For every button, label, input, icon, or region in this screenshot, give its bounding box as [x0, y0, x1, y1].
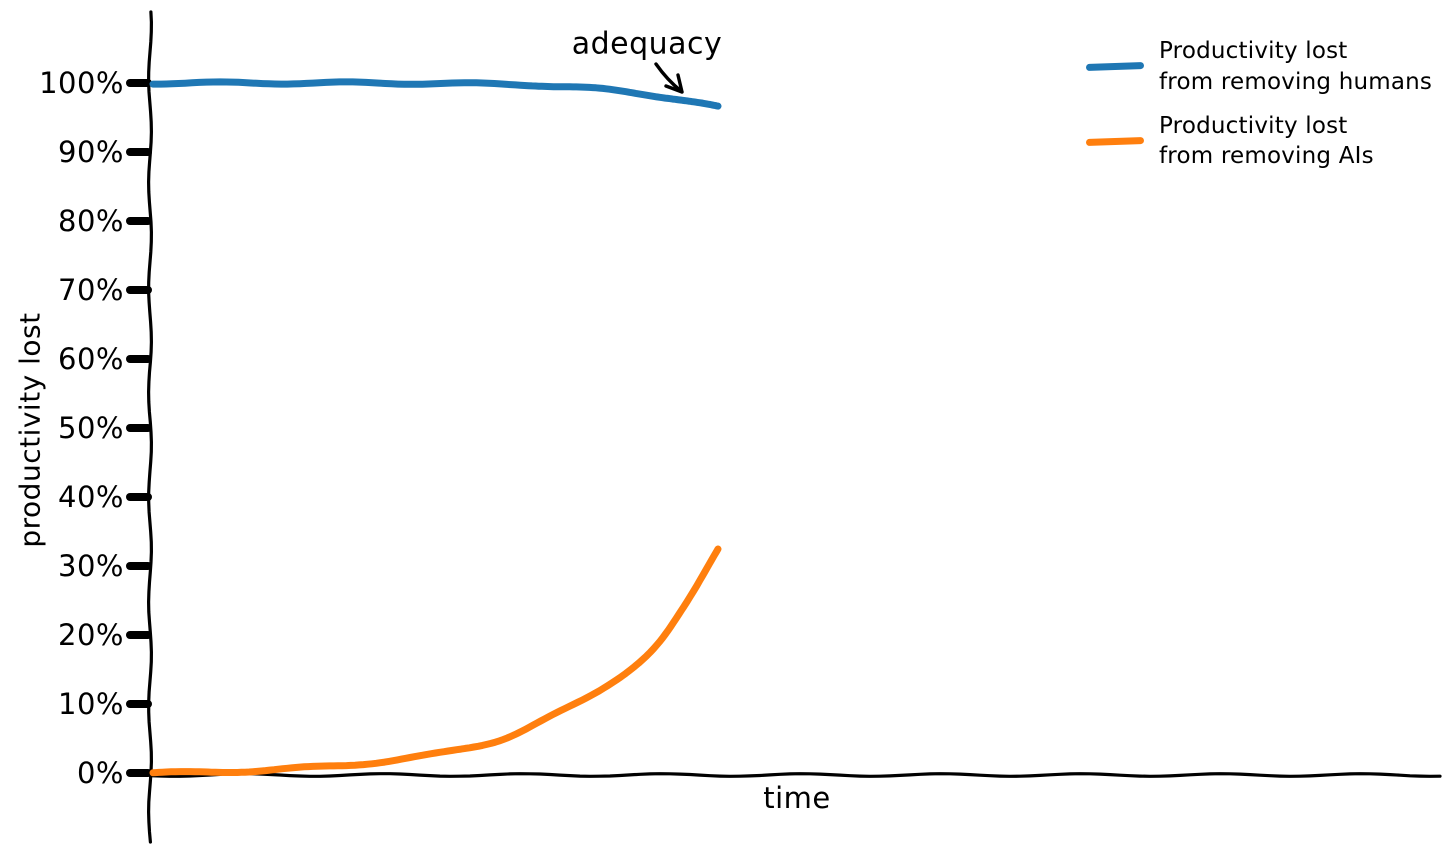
y-tick-label: 30%: [58, 549, 124, 583]
legend-label-humans-line2: from removing humans: [1159, 68, 1433, 95]
legend-label-ais-line1: Productivity lost: [1159, 112, 1348, 139]
y-tick-label: 70%: [58, 273, 124, 307]
legend-item-ais: Productivity lost from removing AIs: [1085, 111, 1432, 173]
y-tick-label: 20%: [58, 618, 124, 652]
x-axis-label: time: [763, 781, 831, 815]
y-tick-label: 90%: [58, 135, 124, 169]
series-line-ais: [149, 545, 722, 777]
annotation-arrowhead: [664, 73, 684, 94]
legend-label-humans-line1: Productivity lost: [1159, 38, 1348, 64]
legend: Productivity lost from removing humans P…: [1085, 36, 1433, 173]
y-tick-label: 80%: [58, 204, 124, 238]
y-tick-label: 0%: [76, 756, 124, 790]
y-tick-label: 50%: [58, 411, 124, 445]
annotation-adequacy: adequacy: [571, 26, 723, 62]
y-tick-label: 40%: [58, 480, 124, 514]
x-axis-line: [148, 772, 1442, 778]
legend-label-ais-line2: from removing AIs: [1159, 143, 1374, 170]
y-tick-label: 60%: [58, 342, 124, 376]
legend-swatch-ais: [1085, 136, 1145, 146]
series-line-humans: [149, 78, 722, 110]
y-axis-label: productivity lost: [13, 312, 47, 548]
legend-item-humans: Productivity lost from removing humans: [1085, 36, 1433, 98]
y-tick-label: 10%: [58, 687, 124, 721]
y-tick-label: 100%: [39, 66, 124, 100]
legend-swatch-humans: [1085, 62, 1145, 72]
